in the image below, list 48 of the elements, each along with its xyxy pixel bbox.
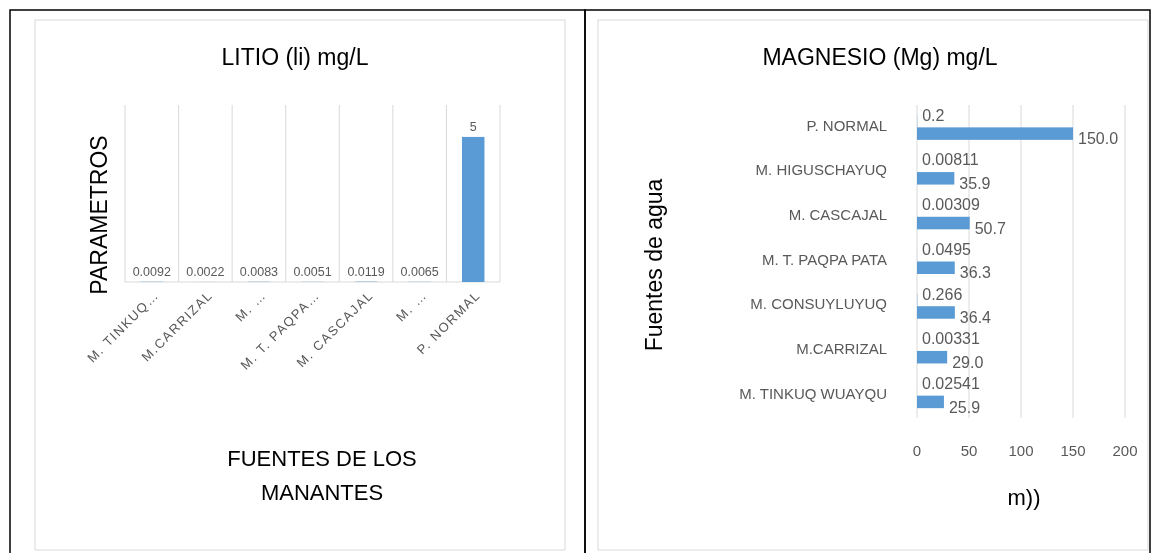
chart-title: MAGNESIO (Mg) mg/L bbox=[762, 44, 998, 70]
data-label: 0.02541 bbox=[922, 374, 980, 392]
data-label: 50.7 bbox=[974, 219, 1006, 237]
data-label: 0.00811 bbox=[922, 151, 979, 169]
bar bbox=[917, 395, 944, 409]
bar bbox=[917, 127, 1073, 140]
bar bbox=[917, 172, 955, 185]
y-tick-label: M. HIGUSCHAYUQ bbox=[755, 161, 887, 179]
data-label: 0.0092 bbox=[132, 264, 171, 279]
x-tick-label: 100 bbox=[1008, 442, 1034, 459]
y-tick-label: M. CONSUYLUYUQ bbox=[750, 295, 887, 313]
data-label: 29.0 bbox=[952, 353, 984, 371]
data-label: 0.0065 bbox=[400, 264, 439, 279]
data-label: 0.0119 bbox=[347, 264, 385, 279]
chart-title: LITIO (li) mg/L bbox=[221, 44, 369, 70]
x-axis-title: FUENTES DE LOS MANANTES bbox=[227, 446, 417, 505]
data-label: 0.0083 bbox=[239, 264, 279, 279]
data-label: 0.2 bbox=[922, 106, 945, 124]
data-label: 36.4 bbox=[959, 309, 992, 327]
data-label: 36.3 bbox=[959, 264, 991, 282]
data-label: 0.0495 bbox=[922, 240, 972, 258]
y-tick-label: M. TINKUQ WUAYQU bbox=[739, 384, 887, 402]
y-tick-label: M. T. PAQPA PATA bbox=[761, 250, 887, 268]
bar bbox=[917, 350, 948, 364]
x-tick-label: 150 bbox=[1060, 442, 1086, 459]
x-tick-label: 200 bbox=[1112, 442, 1138, 459]
x-tick-label: M. … bbox=[392, 287, 430, 325]
y-tick-label: P. NORMAL bbox=[806, 116, 887, 134]
data-label: 0.266 bbox=[922, 285, 963, 303]
bar bbox=[917, 261, 955, 275]
data-label: 0.0051 bbox=[293, 264, 332, 279]
data-label: 5 bbox=[469, 119, 477, 134]
data-label: 0.0022 bbox=[186, 264, 225, 279]
data-label: 150.0 bbox=[1078, 130, 1119, 148]
data-label: 0.00309 bbox=[922, 196, 980, 214]
bar bbox=[917, 216, 970, 230]
y-axis-title: PARAMETROS bbox=[86, 135, 112, 295]
y-axis-title: Fuentes de agua bbox=[641, 178, 667, 352]
y-tick-label: M. CASCAJAL bbox=[788, 206, 887, 224]
data-label: 0.00331 bbox=[922, 330, 980, 348]
x-axis-title: m)) bbox=[1007, 485, 1041, 510]
bar bbox=[461, 136, 485, 282]
x-tick-label: 50 bbox=[960, 442, 978, 459]
x-tick-label: M. … bbox=[232, 287, 270, 325]
data-label: 35.9 bbox=[959, 174, 991, 192]
data-label: 25.9 bbox=[948, 398, 981, 416]
bar bbox=[917, 306, 955, 319]
x-tick-label: 0 bbox=[912, 442, 922, 459]
